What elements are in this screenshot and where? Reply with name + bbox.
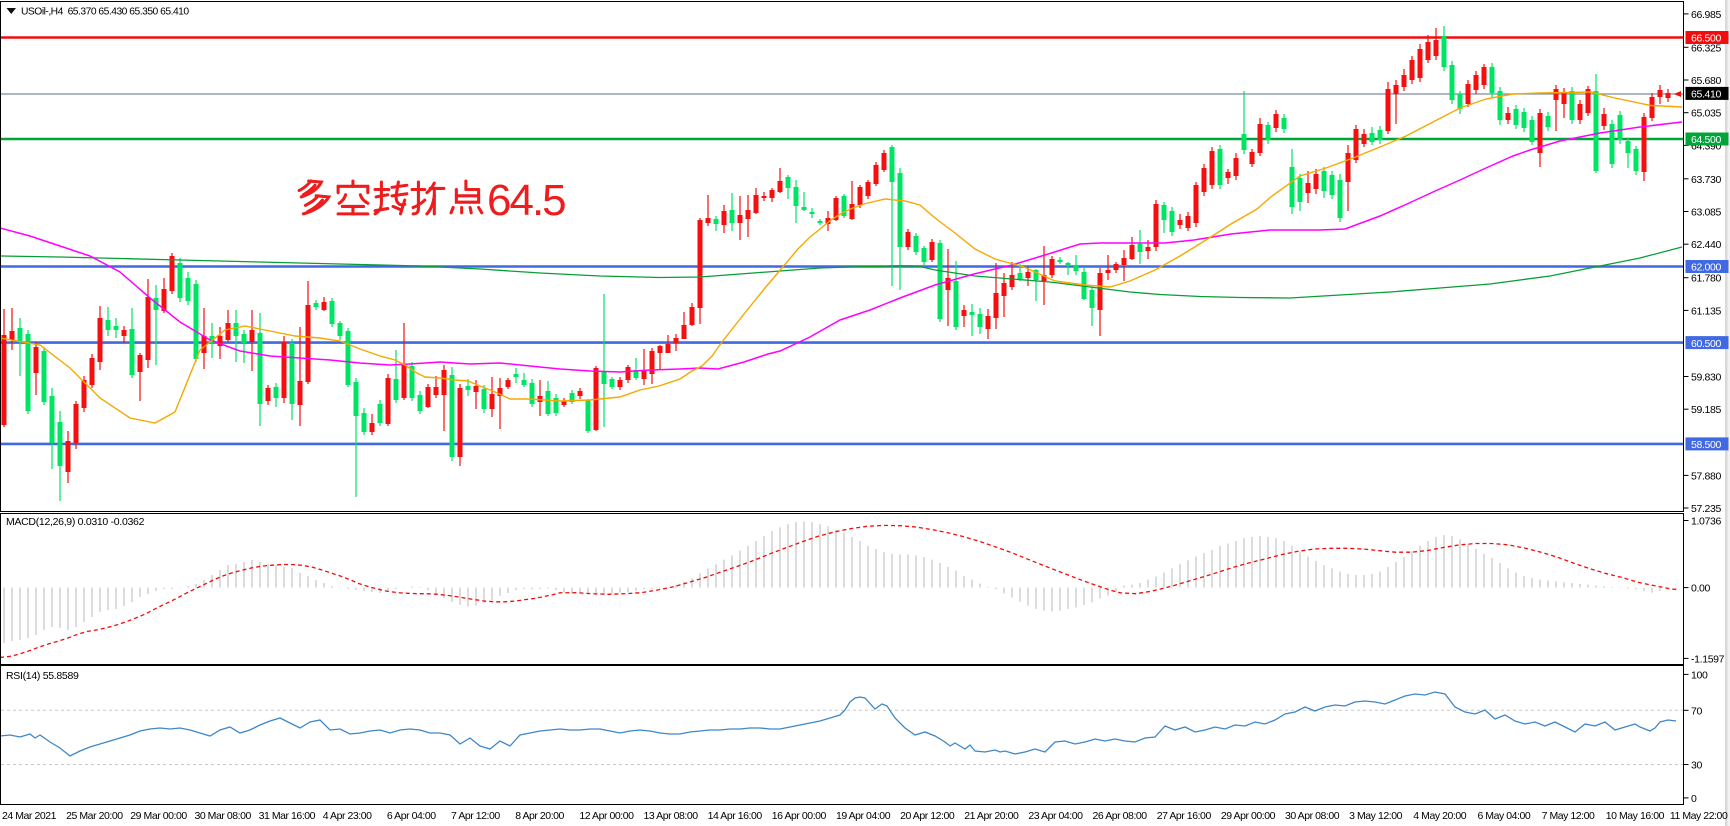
svg-text:24 Mar 2021: 24 Mar 2021	[2, 810, 57, 822]
svg-text:MACD(12,26,9) 0.0310 -0.0362: MACD(12,26,9) 0.0310 -0.0362	[6, 516, 145, 528]
svg-text:64.5: 64.5	[487, 176, 565, 225]
svg-text:1.0736: 1.0736	[1691, 516, 1722, 528]
svg-text:57.880: 57.880	[1691, 470, 1722, 482]
svg-text:63.730: 63.730	[1691, 174, 1722, 186]
svg-text:11 May 22:00: 11 May 22:00	[1670, 810, 1728, 822]
svg-text:12 Apr 00:00: 12 Apr 00:00	[579, 810, 634, 822]
svg-text:23 Apr 04:00: 23 Apr 04:00	[1028, 810, 1083, 822]
svg-text:16 Apr 00:00: 16 Apr 00:00	[772, 810, 827, 822]
svg-text:60.500: 60.500	[1691, 338, 1722, 350]
svg-text:USOil-,H4 65.370 65.430 65.35: USOil-,H4 65.370 65.430 65.350 65.410	[21, 7, 189, 18]
svg-text:4 May 20:00: 4 May 20:00	[1413, 810, 1466, 822]
svg-text:29 Mar 00:00: 29 Mar 00:00	[130, 810, 187, 822]
svg-text:62.440: 62.440	[1691, 239, 1722, 251]
svg-text:26 Apr 08:00: 26 Apr 08:00	[1093, 810, 1148, 822]
svg-text:10 May 16:00: 10 May 16:00	[1606, 810, 1665, 822]
svg-text:66.325: 66.325	[1691, 42, 1722, 54]
svg-text:59.185: 59.185	[1691, 404, 1722, 416]
svg-text:20 Apr 12:00: 20 Apr 12:00	[900, 810, 955, 822]
svg-text:65.035: 65.035	[1691, 108, 1722, 120]
svg-text:RSI(14) 55.8589: RSI(14) 55.8589	[6, 670, 79, 682]
svg-text:14 Apr 16:00: 14 Apr 16:00	[708, 810, 763, 822]
svg-text:30: 30	[1691, 760, 1702, 772]
svg-text:59.830: 59.830	[1691, 372, 1722, 384]
svg-text:6 May 04:00: 6 May 04:00	[1477, 810, 1530, 822]
svg-text:13 Apr 08:00: 13 Apr 08:00	[644, 810, 699, 822]
svg-text:57.235: 57.235	[1691, 503, 1722, 515]
svg-text:3 May 12:00: 3 May 12:00	[1349, 810, 1402, 822]
svg-text:61.135: 61.135	[1691, 305, 1722, 317]
svg-text:100: 100	[1691, 669, 1708, 681]
svg-text:62.000: 62.000	[1691, 262, 1722, 274]
svg-text:4 Apr 23:00: 4 Apr 23:00	[323, 810, 372, 822]
svg-text:66.500: 66.500	[1691, 33, 1722, 45]
svg-text:29 Apr 00:00: 29 Apr 00:00	[1221, 810, 1276, 822]
svg-text:27 Apr 16:00: 27 Apr 16:00	[1157, 810, 1212, 822]
svg-text:65.680: 65.680	[1691, 75, 1722, 87]
svg-text:31 Mar 16:00: 31 Mar 16:00	[259, 810, 316, 822]
svg-text:66.985: 66.985	[1691, 9, 1722, 21]
svg-text:8 Apr 20:00: 8 Apr 20:00	[515, 810, 564, 822]
svg-text:7 Apr 12:00: 7 Apr 12:00	[451, 810, 500, 822]
svg-text:70: 70	[1691, 705, 1702, 717]
svg-text:63.085: 63.085	[1691, 207, 1722, 219]
svg-text:7 May 12:00: 7 May 12:00	[1542, 810, 1595, 822]
svg-text:0.00: 0.00	[1691, 583, 1711, 595]
svg-text:0: 0	[1691, 793, 1697, 805]
svg-text:30 Apr 08:00: 30 Apr 08:00	[1285, 810, 1340, 822]
svg-text:65.410: 65.410	[1691, 89, 1722, 101]
svg-text:21 Apr 20:00: 21 Apr 20:00	[964, 810, 1019, 822]
svg-text:58.500: 58.500	[1691, 439, 1722, 451]
svg-text:61.780: 61.780	[1691, 273, 1722, 285]
svg-text:-1.1597: -1.1597	[1691, 653, 1725, 665]
svg-text:19 Apr 04:00: 19 Apr 04:00	[836, 810, 891, 822]
svg-text:30 Mar 08:00: 30 Mar 08:00	[194, 810, 251, 822]
svg-text:25 Mar 20:00: 25 Mar 20:00	[66, 810, 123, 822]
svg-text:6 Apr 04:00: 6 Apr 04:00	[387, 810, 436, 822]
svg-text:64.500: 64.500	[1691, 134, 1722, 146]
